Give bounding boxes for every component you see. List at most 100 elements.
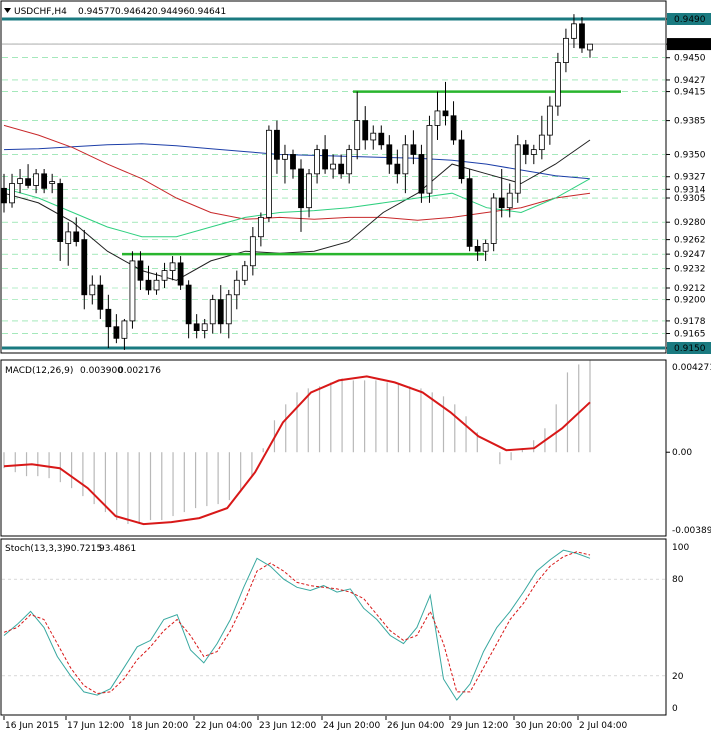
- candle-body: [282, 154, 288, 160]
- time-axis: 16 Jun 2015 17 Jun 12:00 18 Jun 20:00 22 Ju…: [3, 716, 628, 731]
- level-price-label: 0.9490: [674, 15, 706, 25]
- candle-body: [145, 279, 152, 291]
- macd-signal-line: [3, 375, 591, 526]
- candle-body: [450, 115, 457, 141]
- candle-body: [89, 284, 96, 296]
- stoch-axis: 100 80 20 0: [672, 543, 689, 714]
- time-tick-label: 18 Jun 20:00: [131, 721, 188, 731]
- candle-body: [121, 320, 128, 339]
- candle-body: [571, 23, 577, 39]
- candle-body: [362, 120, 369, 141]
- stoch-tick-label: 80: [672, 575, 684, 585]
- macd-signal-series: [3, 375, 591, 526]
- horizontal-levels[interactable]: [2, 17, 665, 350]
- candlesticks: [1, 14, 593, 350]
- price-tick-label: 0.9247: [674, 250, 706, 260]
- open-value: 0.94577: [78, 7, 115, 17]
- triangle-down-icon[interactable]: [4, 8, 11, 13]
- candle-body: [378, 132, 385, 146]
- price-tick-label: 0.9178: [674, 317, 706, 327]
- candle-body: [482, 243, 489, 252]
- macd-value-main: 0.003900: [80, 366, 123, 376]
- candle-body: [354, 120, 361, 151]
- price-tick-label: 0.9350: [674, 150, 706, 160]
- candle-body: [410, 144, 417, 155]
- macd-header: MACD(12,26,9) 0.003900 0.002176: [5, 366, 161, 376]
- candle-body: [193, 323, 200, 331]
- candle-body: [17, 178, 23, 184]
- bid-price-label: 0.94641: [674, 40, 711, 50]
- candle-body: [522, 144, 529, 155]
- stoch-value-signal: 93.4861: [99, 544, 136, 554]
- level-price-box: [667, 13, 711, 25]
- price-tick-label: 0.9262: [674, 236, 706, 246]
- macd-tick-label: -0.003898: [672, 526, 711, 536]
- symbol-name: USDCHF,H4: [14, 7, 67, 17]
- candle-body: [65, 231, 72, 244]
- candle-body: [458, 139, 465, 180]
- price-axis: 0.94900.94640.94500.94270.94150.93850.93…: [666, 13, 711, 354]
- candle-body: [386, 144, 393, 165]
- candle-body: [201, 323, 208, 331]
- candle-body: [506, 192, 513, 209]
- high-value: 0.94642: [115, 7, 152, 17]
- candle-body: [57, 183, 64, 242]
- candle-body: [225, 294, 232, 325]
- candle-body: [346, 149, 353, 175]
- time-tick-label: 16 Jun 2015: [5, 721, 59, 731]
- candle-body: [177, 262, 184, 286]
- candle-body: [217, 299, 224, 325]
- candle-body: [97, 284, 104, 310]
- candle-body: [474, 245, 481, 252]
- candle-body: [129, 260, 136, 322]
- macd-tick-label: 0.00: [672, 448, 692, 458]
- close-value: 0.94641: [189, 7, 226, 17]
- price-tick-label: 0.9232: [674, 265, 706, 275]
- level-price-box: [667, 342, 711, 354]
- candle-body: [394, 163, 401, 175]
- candle-body: [257, 216, 264, 238]
- stoch-name: Stoch(13,3,3): [5, 544, 66, 554]
- candle-body: [306, 173, 312, 209]
- time-tick-label: 29 Jun 12:00: [451, 721, 508, 731]
- macd-value-signal: 0.002176: [118, 366, 161, 376]
- candle-body: [209, 299, 216, 325]
- candle-body: [137, 260, 144, 281]
- candle-body: [41, 173, 48, 189]
- low-value: 0.94496: [152, 7, 189, 17]
- price-tick-label: 0.9415: [674, 88, 706, 98]
- time-tick-label: 24 Jun 20:00: [323, 721, 380, 731]
- candle-body: [322, 149, 328, 170]
- macd-name: MACD(12,26,9): [5, 366, 73, 376]
- candle-body: [290, 154, 296, 170]
- candle-body: [249, 236, 256, 267]
- stoch-tick-label: 20: [672, 672, 684, 682]
- candle-body: [185, 284, 192, 325]
- candle-body: [402, 144, 409, 175]
- moving-average-line: [3, 143, 591, 180]
- candle-body: [298, 168, 304, 209]
- time-tick-label: 26 Jun 04:00: [387, 721, 444, 731]
- candle-body: [81, 239, 88, 296]
- stoch-tick-label: 0: [672, 704, 678, 714]
- candle-body: [274, 129, 280, 160]
- candle-body: [426, 125, 433, 194]
- price-tick-label: 0.9280: [674, 218, 706, 228]
- time-tick-label: 17 Jun 12:00: [67, 721, 124, 731]
- candle-body: [546, 105, 553, 136]
- moving-average-line: [3, 139, 591, 281]
- candle-body: [442, 110, 449, 117]
- candle-body: [33, 173, 40, 186]
- stoch-panel-frame: [0, 538, 667, 716]
- macd-axis: 0.004271 0.00 -0.003898: [666, 363, 711, 536]
- macd-panel-frame: [0, 359, 667, 537]
- candle-body: [113, 326, 120, 339]
- price-tick-label: 0.9165: [674, 329, 706, 339]
- candle-body: [49, 181, 56, 184]
- candle-body: [418, 154, 425, 194]
- level-price-label: 0.9150: [674, 344, 706, 354]
- candle-body: [490, 197, 497, 244]
- macd-histogram: [3, 360, 591, 525]
- price-tick-label: 0.9305: [674, 194, 706, 204]
- candle-body: [554, 62, 561, 107]
